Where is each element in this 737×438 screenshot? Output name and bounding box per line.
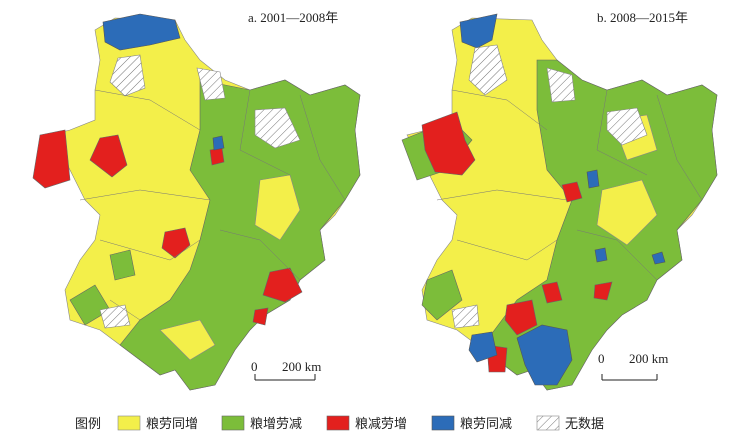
legend-swatch: [536, 415, 560, 431]
region-blue: [459, 13, 498, 49]
region-blue: [468, 331, 498, 363]
region-no-data: [254, 107, 301, 149]
legend-label: 无数据: [565, 416, 604, 431]
panel-title: b. 2008—2015年: [597, 10, 688, 25]
region-red: [541, 281, 563, 304]
region-blue: [651, 251, 666, 265]
region-green: [109, 249, 136, 281]
region-borders: [79, 89, 346, 321]
region-red: [32, 129, 71, 189]
region-no-data: [99, 304, 131, 329]
scale-label: 200 km: [282, 359, 321, 374]
region-red: [421, 111, 476, 176]
region-no-data: [196, 67, 226, 101]
region-no-data: [451, 304, 480, 329]
legend-label: 粮增劳减: [250, 416, 302, 431]
legend-label: 粮劳同增: [146, 416, 198, 431]
region-no-data: [606, 107, 648, 146]
legend: 图例 粮劳同增 粮增劳减 粮减劳增 粮劳同减 无数据: [75, 415, 604, 431]
legend-swatch: [117, 415, 141, 431]
region-red: [209, 147, 225, 166]
legend-label: 粮减劳增: [355, 416, 407, 431]
scale-zero: 0: [598, 351, 605, 366]
map-panel-b: b. 2008—2015年 0 200 km: [401, 10, 718, 391]
region-yellow: [159, 319, 216, 361]
legend-swatch: [221, 415, 245, 431]
scale-zero: 0: [251, 359, 258, 374]
region-blue: [594, 247, 608, 263]
region-no-data: [109, 54, 146, 97]
region-red: [593, 281, 613, 301]
legend-title: 图例: [75, 416, 101, 431]
legend-swatch: [326, 415, 350, 431]
region-green: [421, 269, 463, 321]
panel-title: a. 2001—2008年: [248, 10, 338, 25]
scale-label: 200 km: [629, 351, 668, 366]
region-red: [252, 307, 269, 326]
region-no-data: [468, 44, 508, 96]
region-yellow: [596, 179, 658, 246]
legend-swatch: [431, 415, 455, 431]
region-blue: [212, 135, 225, 151]
region-red: [262, 267, 303, 303]
region-borders: [436, 89, 703, 281]
legend-label: 粮劳同减: [460, 416, 512, 431]
region-blue: [586, 169, 600, 189]
region-red: [504, 299, 538, 336]
region-blue: [516, 324, 573, 386]
region-red: [561, 181, 583, 203]
map-panel-a: a. 2001—2008年 0 200 km: [32, 10, 361, 391]
region-yellow: [254, 174, 301, 241]
region-no-data: [546, 67, 576, 103]
region-red: [89, 134, 128, 178]
region-blue: [102, 13, 181, 51]
